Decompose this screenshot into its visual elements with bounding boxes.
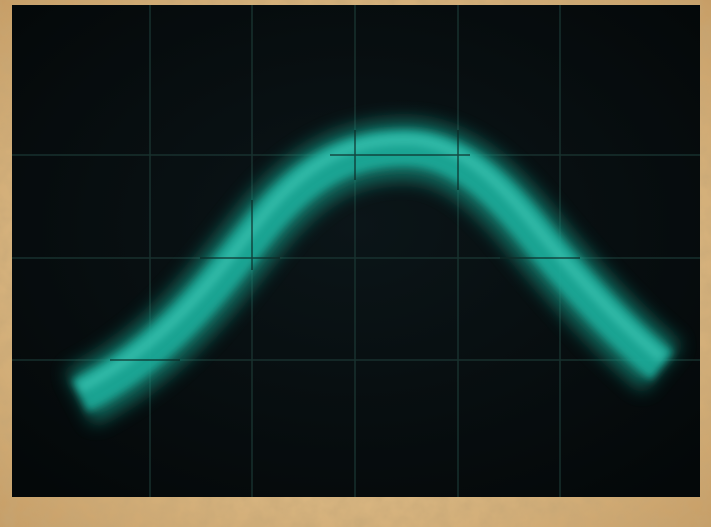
page: [0, 0, 711, 527]
photo: [0, 0, 711, 527]
oscilloscope-screen: [12, 5, 700, 497]
